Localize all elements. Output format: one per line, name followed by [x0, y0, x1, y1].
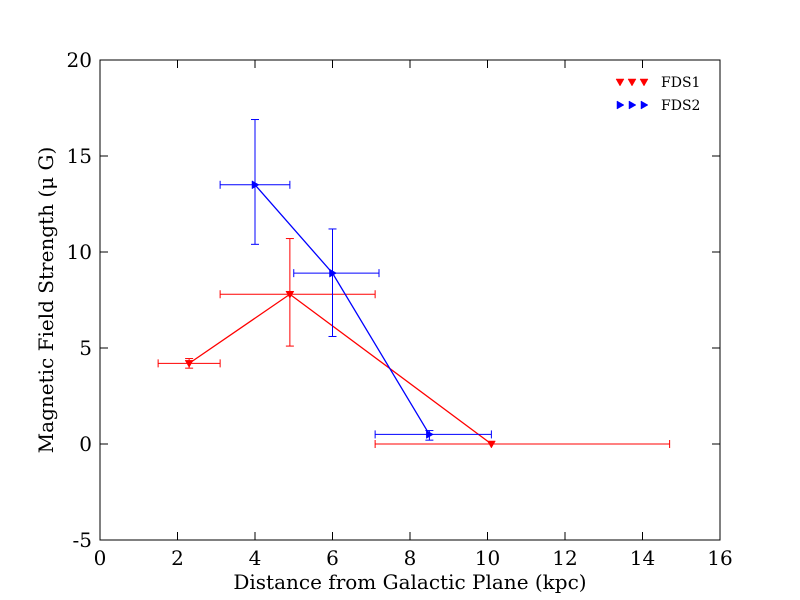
x-tick-label: 16 [707, 546, 732, 570]
y-tick-label: 0 [79, 432, 92, 456]
triangle-right-marker [426, 429, 434, 439]
triangle-down-marker [615, 78, 625, 87]
series-layer [157, 119, 671, 449]
legend-item-fds2: FDS2 [616, 98, 700, 114]
triangle-right-marker [616, 100, 625, 110]
triangle-down-marker [639, 78, 649, 87]
x-axis-title: Distance from Galactic Plane (kpc) [233, 570, 586, 594]
y-tick-label: 15 [67, 144, 92, 168]
triangle-right-marker [640, 100, 649, 110]
triangle-right-marker [628, 100, 637, 110]
triangle-down-marker [285, 290, 295, 299]
triangle-down-marker [627, 78, 637, 87]
triangle-right-marker [329, 268, 338, 278]
series-fds1 [157, 238, 671, 449]
y-tick-label: -5 [73, 528, 92, 552]
triangle-down-marker [184, 360, 194, 368]
legend-item-fds1: FDS1 [615, 75, 700, 91]
triangle-right-marker [251, 180, 260, 190]
triangle-down-marker [486, 440, 496, 449]
x-tick-label: 12 [552, 546, 577, 570]
y-tick-label: 10 [67, 240, 92, 264]
series-fds2 [219, 119, 492, 441]
legend: FDS1 FDS2 [615, 75, 700, 114]
y-axis-title: Magnetic Field Strength (μ G) [34, 147, 58, 454]
x-tick-label: 4 [249, 546, 262, 570]
x-tick-label: 2 [171, 546, 184, 570]
y-tick-label: 20 [67, 48, 92, 72]
y-tick-label: 5 [79, 336, 92, 360]
x-tick-label: 10 [475, 546, 500, 570]
x-tick-label: 6 [326, 546, 339, 570]
x-tick-label: 0 [94, 546, 107, 570]
x-tick-label: 14 [630, 546, 655, 570]
x-tick-label: 8 [404, 546, 417, 570]
legend-label: FDS2 [661, 98, 700, 114]
legend-label: FDS1 [661, 75, 700, 91]
